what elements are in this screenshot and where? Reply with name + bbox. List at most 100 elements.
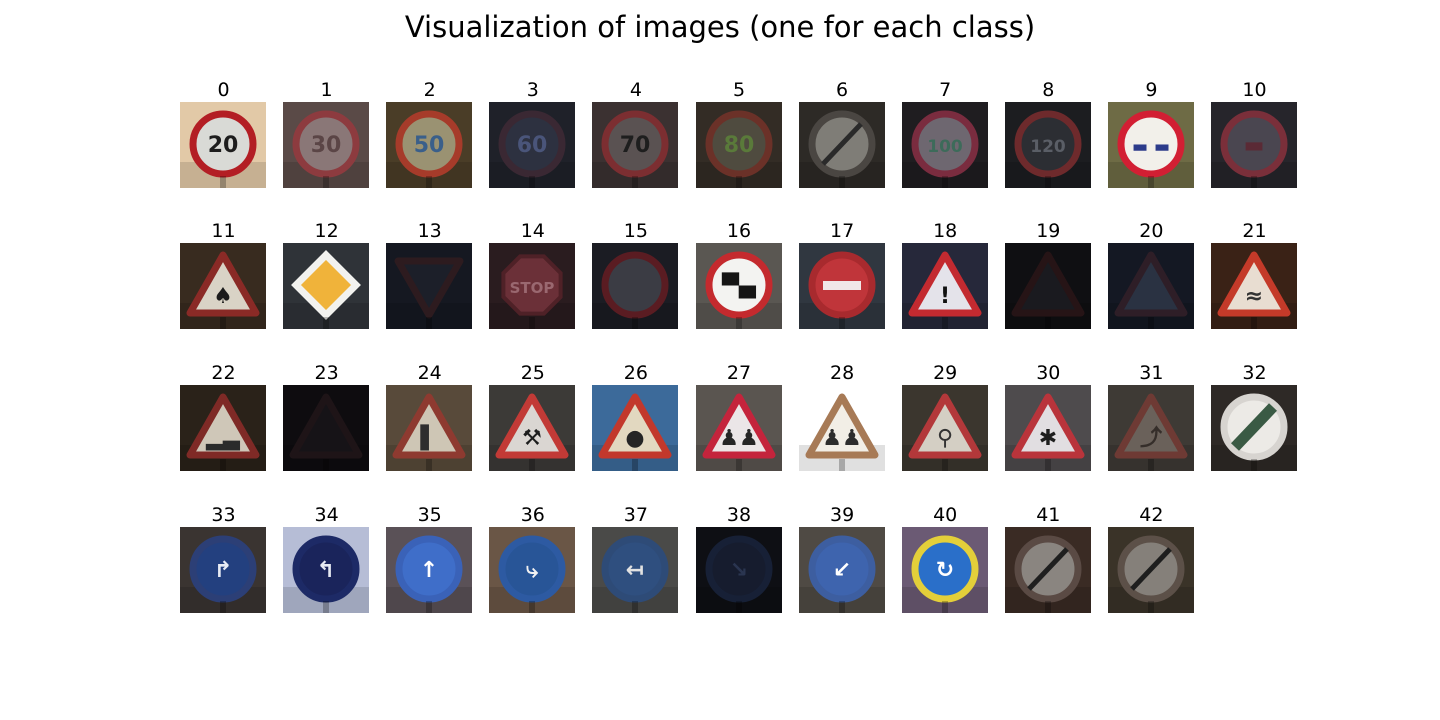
image-cell: 27 ♟♟	[695, 361, 783, 471]
image-cell: 33 ↱	[180, 503, 267, 613]
sign-symbol: ♠	[213, 284, 233, 309]
sign-shape	[705, 251, 772, 319]
traffic-sign-thumbnail	[798, 102, 885, 188]
class-label: 7	[939, 79, 952, 101]
image-cell: 29 ⚲	[901, 361, 989, 471]
class-label: 21	[1242, 220, 1267, 242]
image-cell: 5 80	[695, 78, 783, 188]
sign-shape	[501, 254, 563, 316]
traffic-sign-thumbnail: ↤	[592, 527, 679, 613]
sign-symbol: 60	[517, 133, 548, 158]
image-cell: 12	[283, 219, 370, 329]
image-cell: 26 ●	[592, 361, 679, 471]
sign-shape	[1011, 251, 1085, 317]
class-label: 0	[217, 79, 230, 101]
sign-symbol: ↰	[317, 558, 335, 583]
sign-shape	[805, 393, 879, 459]
traffic-sign-thumbnail	[1107, 243, 1194, 329]
sign-shape	[292, 110, 360, 178]
class-label: 38	[726, 504, 752, 526]
traffic-sign-thumbnail: ♠	[180, 243, 266, 329]
sign-symbol: ⚒	[522, 426, 542, 451]
traffic-sign-thumbnail: STOP	[489, 243, 576, 329]
sign-symbol: ↻	[935, 558, 953, 583]
class-label: 9	[1145, 79, 1158, 101]
image-cell: 42	[1107, 503, 1195, 613]
sign-symbol: ●	[626, 426, 645, 451]
traffic-sign-thumbnail: ▬ ▬	[1107, 102, 1194, 188]
traffic-sign-thumbnail: ●	[592, 385, 679, 471]
sign-shape	[498, 535, 566, 603]
image-cell: 14 STOP	[489, 219, 576, 329]
traffic-sign-thumbnail	[798, 243, 885, 329]
sign-shape	[908, 251, 982, 317]
image-cell: 38 ↘	[695, 503, 783, 613]
sign-symbol: ✱	[1039, 426, 1057, 451]
traffic-sign-thumbnail: ✱	[1004, 385, 1091, 471]
traffic-sign-thumbnail: ⚲	[901, 385, 988, 471]
sign-shape	[1114, 251, 1188, 317]
sign-shape	[705, 535, 772, 603]
traffic-sign-thumbnail: ♟♟	[798, 385, 885, 471]
image-cell: 32	[1211, 361, 1298, 471]
image-cell: 1 30	[283, 78, 370, 188]
sign-symbol: !	[940, 284, 950, 309]
sign-shape	[908, 393, 982, 459]
traffic-sign-thumbnail: ⤴	[1107, 385, 1194, 471]
sign-symbol: ▬ ▬	[1132, 137, 1170, 157]
image-cell: 36 ⤷	[489, 503, 576, 613]
class-label: 42	[1139, 504, 1164, 526]
image-cell: 2 50	[386, 78, 473, 188]
image-cell: 17	[798, 219, 886, 329]
class-label: 30	[1036, 362, 1061, 384]
image-cell: 41	[1004, 503, 1092, 613]
traffic-sign-thumbnail: ▬	[1211, 102, 1297, 188]
class-label: 37	[623, 504, 648, 526]
traffic-sign-thumbnail: 60	[489, 102, 576, 188]
class-label: 29	[933, 362, 958, 384]
sign-symbol: ↤	[626, 558, 644, 583]
sign-shape	[601, 251, 669, 319]
sign-symbol: ♟♟	[719, 426, 758, 451]
traffic-sign-thumbnail: ↘	[695, 527, 782, 613]
traffic-sign-thumbnail: ▂▃	[180, 385, 266, 471]
sign-shape	[395, 535, 463, 603]
sign-symbol: STOP	[510, 279, 555, 297]
class-label: 34	[314, 504, 339, 526]
image-cell: 7 100	[901, 78, 989, 188]
sign-shape	[189, 535, 257, 603]
sign-shape	[598, 393, 672, 459]
sign-shape	[186, 251, 260, 317]
image-cell: 35 ↑	[386, 503, 473, 613]
sign-shape	[601, 535, 669, 603]
sign-symbol: ≈	[1245, 284, 1263, 309]
traffic-sign-thumbnail	[592, 243, 679, 329]
sign-shape	[498, 110, 566, 178]
sign-shape	[1217, 251, 1291, 317]
class-label: 14	[520, 220, 545, 242]
class-label: 23	[314, 362, 339, 384]
image-cell: 30 ✱	[1004, 361, 1092, 471]
class-label: 40	[933, 504, 958, 526]
traffic-sign-thumbnail	[283, 243, 370, 329]
traffic-sign-thumbnail: 70	[592, 102, 679, 188]
sign-shape	[292, 535, 360, 603]
sign-shape	[705, 110, 772, 178]
class-label: 20	[1139, 220, 1164, 242]
class-label: 18	[933, 220, 958, 242]
traffic-sign-thumbnail: 30	[283, 102, 370, 188]
class-label: 32	[1242, 362, 1267, 384]
sign-shape	[911, 535, 979, 603]
class-label: 25	[520, 362, 545, 384]
sign-symbol: ⤷	[526, 558, 539, 583]
sign-symbol: 70	[620, 133, 651, 158]
class-label: 19	[1036, 220, 1061, 242]
traffic-sign-thumbnail: ♟♟	[695, 385, 782, 471]
image-cell: 9 ▬ ▬	[1107, 78, 1195, 188]
sign-shape	[289, 393, 363, 459]
figure-title: Visualization of images (one for each cl…	[404, 10, 1036, 44]
sign-symbol: 50	[414, 133, 445, 158]
class-label: 41	[1036, 504, 1061, 526]
sign-symbol: ↑	[420, 558, 438, 583]
